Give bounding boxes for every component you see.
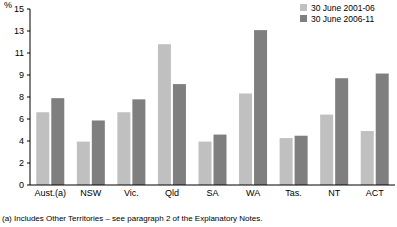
- y-tick-label: 13: [14, 26, 24, 36]
- bar: [117, 112, 130, 185]
- y-tick-label: 0: [19, 180, 24, 190]
- bar: [361, 131, 374, 185]
- x-tick-label: Qld: [165, 188, 179, 198]
- bar: [239, 93, 252, 185]
- x-tick-label: NT: [328, 188, 340, 198]
- x-tick-label: WA: [246, 188, 260, 198]
- bar: [254, 30, 267, 185]
- bar: [158, 44, 171, 185]
- y-tick-label: 15: [14, 4, 24, 14]
- bars: [36, 30, 388, 185]
- legend-label: 30 June 2006-11: [311, 14, 374, 24]
- legend-swatch: [300, 15, 307, 22]
- y-tick-label: 9: [19, 70, 24, 80]
- bar: [92, 120, 105, 185]
- bar: [173, 84, 186, 185]
- y-tick-label: 8: [19, 92, 24, 102]
- x-tick-label: Aust.(a): [35, 188, 67, 198]
- bar: [36, 112, 49, 185]
- y-tick-label: 4: [19, 136, 24, 146]
- x-tick-label: SA: [206, 188, 218, 198]
- y-tick-label: 2: [19, 158, 24, 168]
- bar: [199, 142, 212, 185]
- bar: [320, 115, 333, 185]
- y-axis: [30, 9, 31, 185]
- bar: [376, 74, 389, 185]
- legend-label: 30 June 2001-06: [311, 3, 375, 13]
- y-tick-label: 11: [15, 48, 24, 58]
- y-tick-label: 6: [19, 114, 24, 124]
- legend-swatch: [300, 4, 307, 11]
- bar: [51, 98, 64, 185]
- y-label: %: [4, 0, 12, 10]
- bar: [295, 136, 308, 185]
- bar: [214, 135, 227, 185]
- x-axis: [30, 185, 395, 186]
- bar: [77, 142, 90, 185]
- bar: [335, 78, 348, 185]
- x-tick-label: ACT: [366, 188, 385, 198]
- x-tick-label: Tas.: [285, 188, 302, 198]
- bar: [280, 138, 293, 185]
- x-tick-label: Vic.: [124, 188, 139, 198]
- x-tick-label: NSW: [80, 188, 102, 198]
- footnote: (a) Includes Other Territories – see par…: [2, 214, 262, 223]
- bar: [132, 99, 145, 185]
